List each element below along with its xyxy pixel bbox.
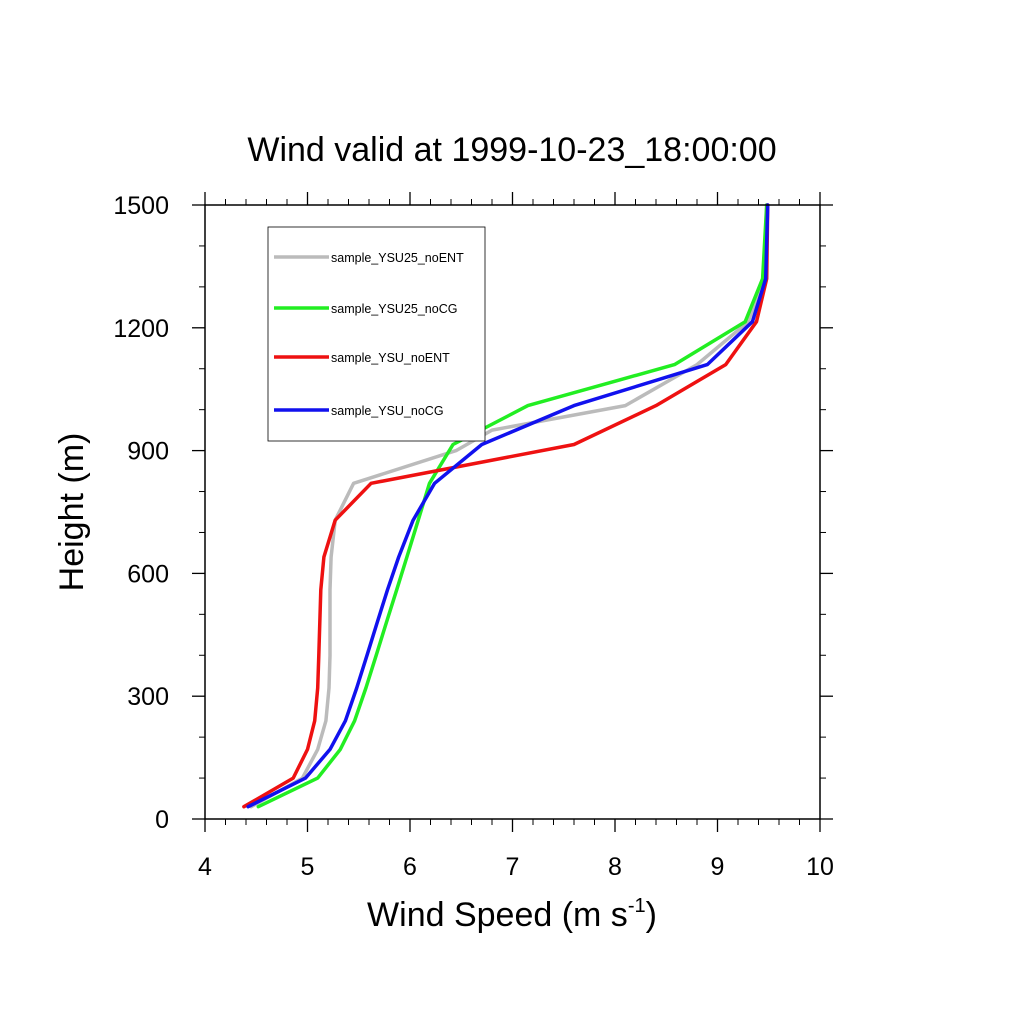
x-tick-label: 6 [403, 853, 417, 881]
y-axis-title: Height (m) [53, 433, 91, 592]
y-axis-title-group: Height (m) [53, 433, 91, 592]
legend-label-2: sample_YSU_noENT [331, 351, 450, 365]
y-tick-label: 1200 [113, 315, 169, 343]
y-tick-label: 600 [127, 560, 169, 588]
x-axis-title-suffix: ) [646, 896, 657, 934]
x-tick-label: 10 [806, 853, 834, 881]
legend-label-3: sample_YSU_noCG [331, 404, 444, 418]
y-tick-label: 900 [127, 438, 169, 466]
series-line-1 [256, 203, 769, 809]
x-axis-title: Wind Speed (m s-1) [367, 895, 657, 934]
axes-layer: 4 5 6 7 8 9 10 0 300 600 900 1200 1500 [113, 192, 834, 881]
legend-label-1: sample_YSU25_noCG [331, 302, 457, 316]
series-line-2 [242, 203, 770, 809]
x-axis-title-superscript: -1 [628, 895, 646, 917]
x-tick-label: 9 [711, 853, 725, 881]
x-tick-label: 5 [301, 853, 315, 881]
x-axis-title-main: Wind Speed (m s [367, 896, 628, 934]
x-tick-label: 4 [198, 853, 212, 881]
y-tick-label: 0 [155, 806, 169, 834]
y-tick-label: 1500 [113, 192, 169, 220]
x-tick-label: 8 [608, 853, 622, 881]
legend-box [267, 226, 486, 442]
x-tick-label: 7 [506, 853, 520, 881]
series-layer [242, 203, 770, 809]
chart-title: Wind valid at 1999-10-23_18:00:00 [247, 131, 776, 169]
legend-label-0: sample_YSU25_noENT [331, 251, 464, 265]
series-line-0 [249, 203, 769, 809]
y-tick-label: 300 [127, 683, 169, 711]
series-line-3 [246, 203, 770, 809]
legend: sample_YSU25_noENT sample_YSU25_noCGsampl… [267, 226, 486, 442]
